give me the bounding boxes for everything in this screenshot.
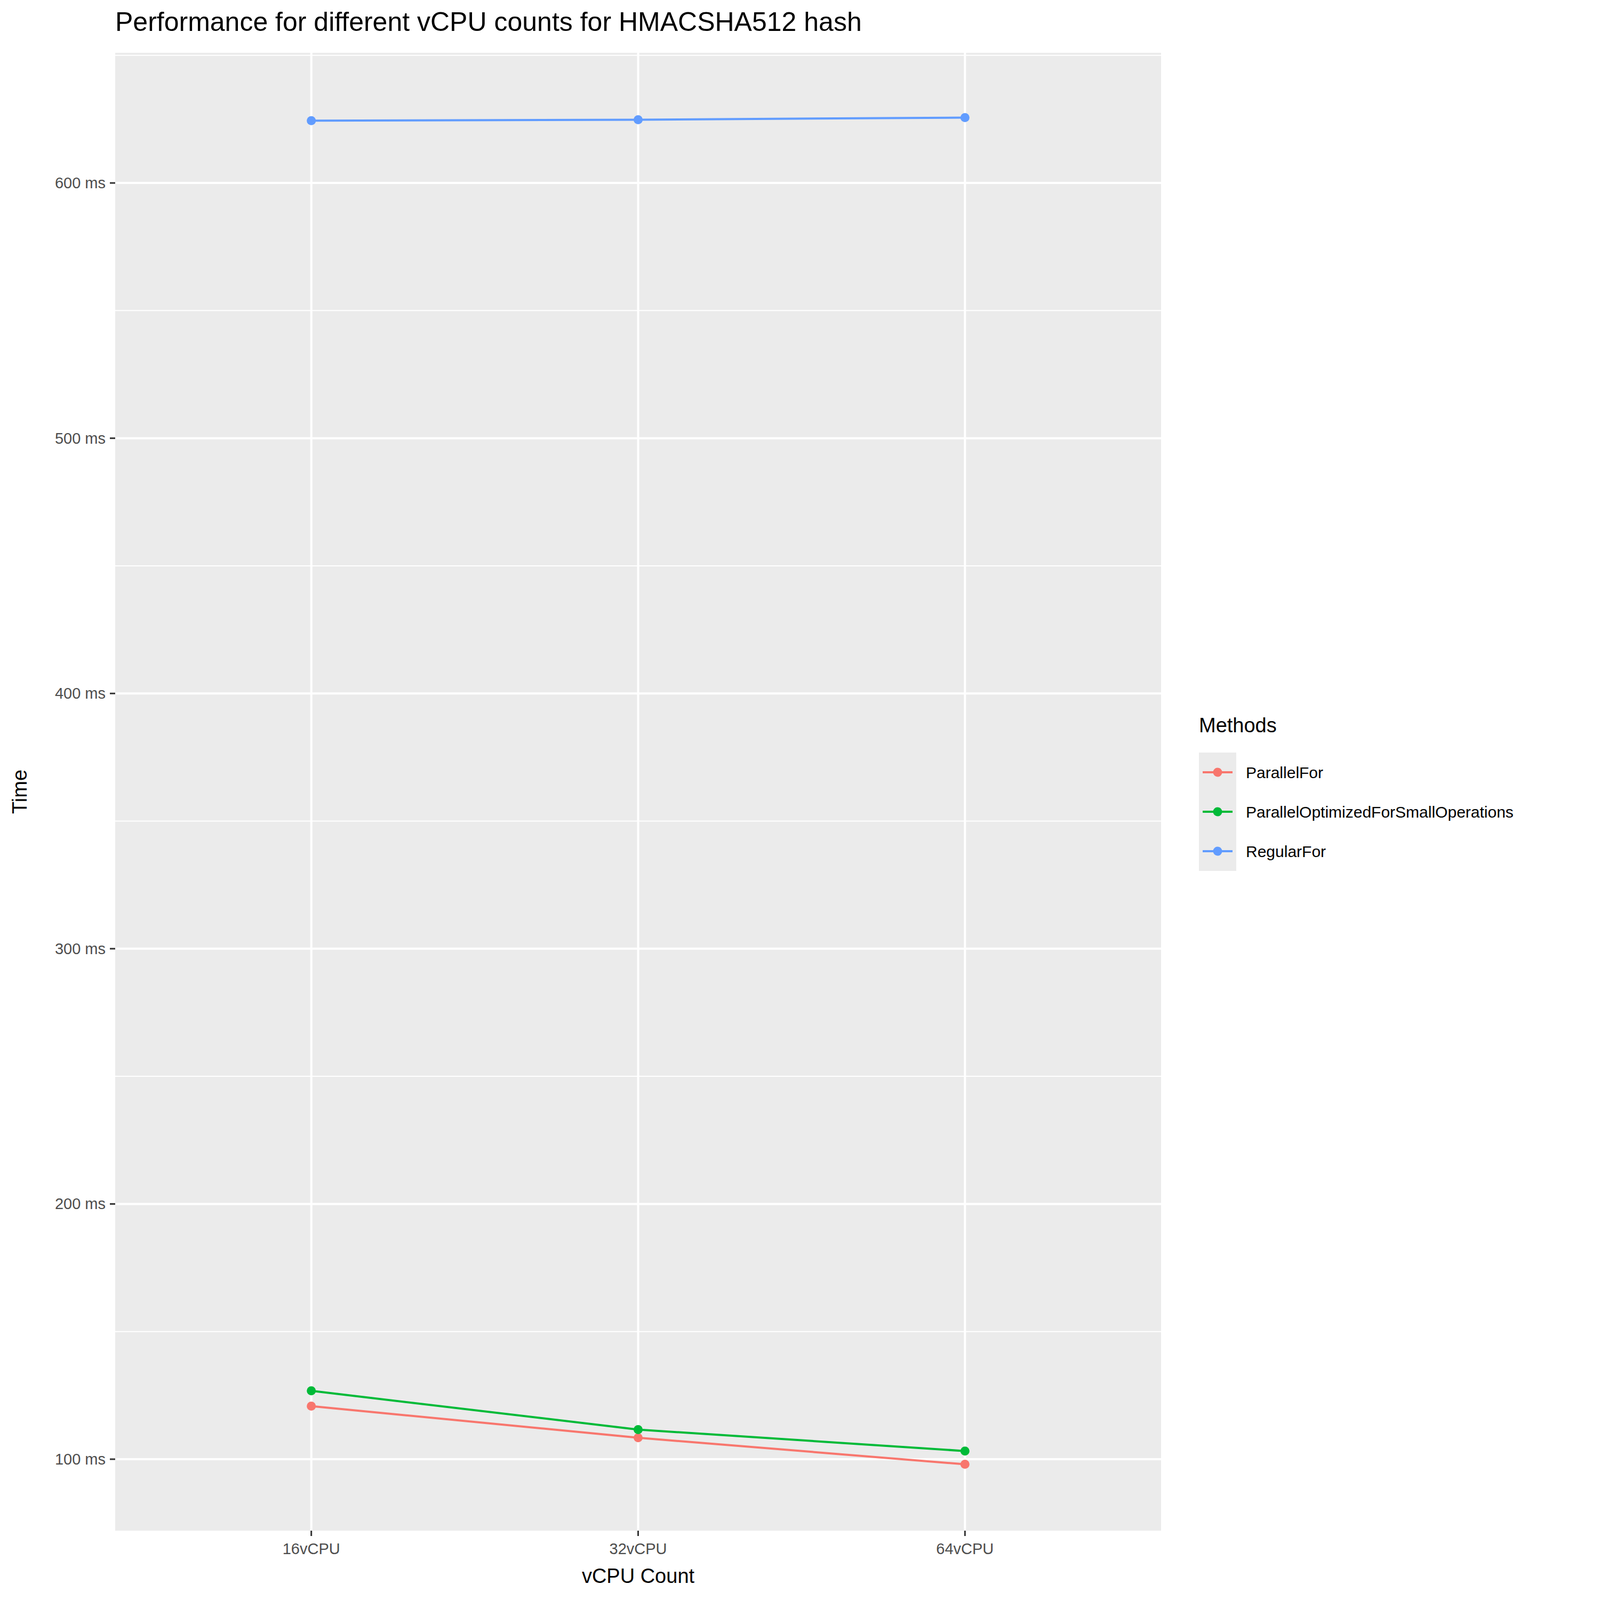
legend-key-bg	[1198, 831, 1237, 871]
x-tick	[964, 1530, 966, 1536]
y-tick	[109, 437, 116, 439]
y-tick	[109, 1203, 116, 1205]
point	[633, 1433, 643, 1443]
x-tick	[310, 1530, 312, 1536]
grid-line-x	[963, 52, 966, 1531]
y-tick-label: 500 ms	[54, 429, 106, 447]
series-line	[311, 1390, 966, 1452]
point	[306, 116, 316, 126]
grid-line-x	[310, 52, 313, 1531]
legend-label: ParallelOptimizedForSmallOperations	[1245, 803, 1514, 821]
x-tick-label: 32vCPU	[609, 1540, 668, 1558]
plot-panel	[115, 52, 1162, 1531]
legend-title: Methods	[1198, 714, 1277, 737]
data-group	[306, 113, 970, 1469]
legend-key-point	[1213, 768, 1223, 778]
point	[633, 1425, 643, 1435]
point	[306, 1401, 316, 1411]
point	[633, 115, 643, 125]
series-line	[311, 1405, 966, 1464]
point	[960, 113, 970, 123]
y-tick	[109, 692, 116, 695]
y-tick	[109, 947, 116, 950]
point	[306, 1386, 316, 1396]
legend-key-point	[1213, 846, 1223, 856]
legend-label: RegularFor	[1245, 842, 1326, 861]
legend: Methods ParallelFor ParallelOptimizedForSm…	[1198, 714, 1514, 871]
x-tick	[637, 1530, 639, 1536]
point	[960, 1459, 970, 1469]
y-tick-label: 100 ms	[54, 1450, 106, 1468]
y-tick	[109, 1458, 116, 1460]
grid	[115, 52, 1162, 1531]
x-tick-label: 64vCPU	[936, 1540, 994, 1558]
y-tick-label: 400 ms	[54, 684, 106, 702]
title: Performance for different vCPU counts fo…	[115, 6, 862, 37]
y-tick-label: 300 ms	[54, 940, 106, 958]
chart-svg: 100 ms 200 ms 300 ms 400 ms 500 ms 600 ms 16vC…	[0, 0, 1600, 1600]
background	[0, 0, 1600, 1600]
grid-line-x	[637, 52, 640, 1531]
chart-root: 100 ms 200 ms 300 ms 400 ms 500 ms 600 ms 16vC…	[0, 0, 1600, 1600]
legend-key-bg	[1198, 752, 1237, 792]
legend-key-point	[1213, 807, 1223, 817]
x-tick-label: 16vCPU	[282, 1540, 341, 1558]
y-tick-label: 200 ms	[54, 1195, 106, 1213]
legend-key-bg	[1198, 792, 1237, 832]
point	[960, 1446, 970, 1456]
y-axis-label: Time	[8, 769, 31, 814]
legend-label: ParallelFor	[1245, 763, 1324, 782]
y-tick	[109, 182, 116, 184]
y-tick-label: 600 ms	[54, 174, 106, 192]
x-axis-label: vCPU Count	[581, 1564, 695, 1588]
